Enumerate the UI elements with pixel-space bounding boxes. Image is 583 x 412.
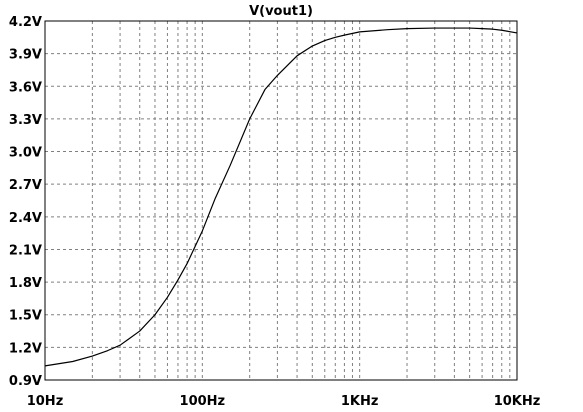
y-tick-label: 2.7V [9,178,42,193]
y-tick-labels: 0.9V 1.2V 1.5V 1.8V 2.1V 2.4V 2.7V 3.0V 3.3V 3.6V… [9,15,42,389]
y-tick-label: 1.5V [9,309,42,324]
y-tick-label: 2.4V [9,211,42,226]
x-tick-labels: 10Hz 100Hz 1KHz 10KHz [27,394,541,409]
y-tick-label: 2.1V [9,243,42,258]
y-tick-label: 3.6V [9,80,42,95]
x-tick-label: 10KHz [494,394,541,409]
y-tick-label: 3.9V [9,48,42,63]
y-tick-label: 1.8V [9,276,42,291]
series-line [44,27,518,367]
y-tick-label: 3.3V [9,113,42,128]
chart-title: V(vout1) [249,4,313,19]
plot-frame [44,20,518,381]
series-layer [44,27,518,367]
y-tick-label: 4.2V [9,15,42,30]
x-tick-label: 10Hz [27,394,64,409]
y-tick-label: 1.2V [9,341,42,356]
x-tick-label: 1KHz [341,394,379,409]
y-tick-label: 3.0V [9,146,42,161]
grid-layer [45,21,517,380]
x-tick-label: 100Hz [180,394,226,409]
y-tick-label: 0.9V [9,374,42,389]
